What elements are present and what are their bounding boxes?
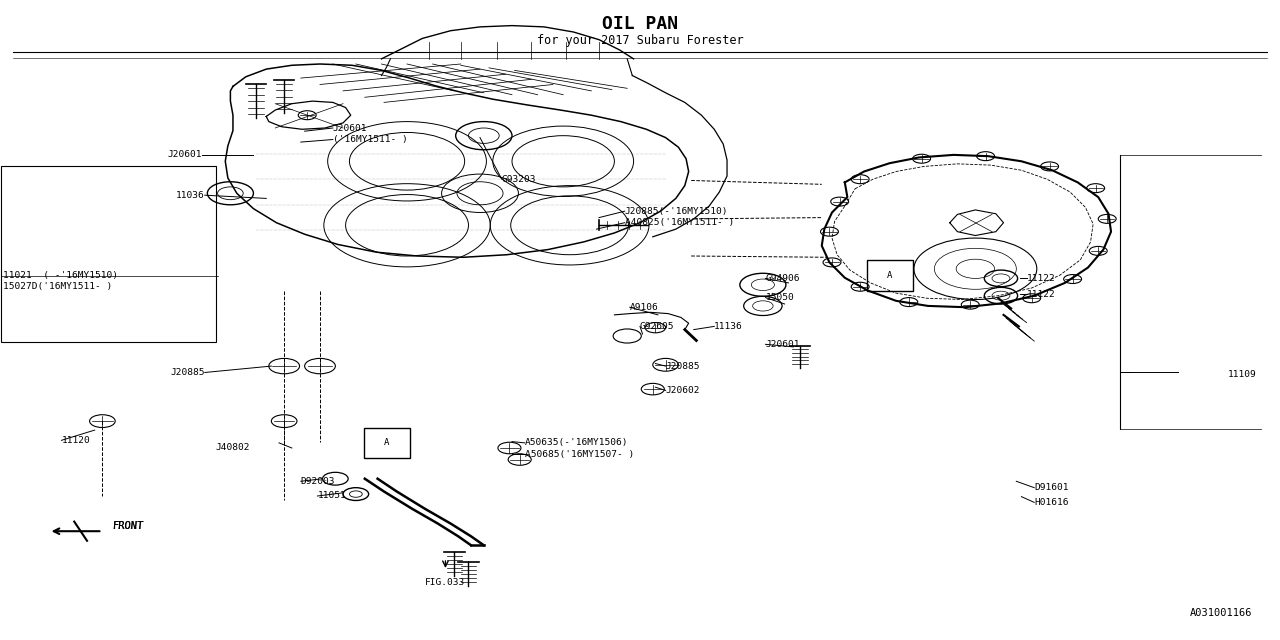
Text: 11021  ( -'16MY1510): 11021 ( -'16MY1510) (3, 271, 118, 280)
Circle shape (641, 383, 664, 395)
Circle shape (269, 358, 300, 374)
Bar (364, 428, 410, 458)
Text: D92003: D92003 (301, 477, 335, 486)
Text: J20885(-'16MY1510): J20885(-'16MY1510) (625, 207, 728, 216)
Text: H01616: H01616 (1034, 498, 1069, 507)
Circle shape (1089, 246, 1107, 255)
Text: J40802: J40802 (215, 444, 250, 452)
Circle shape (823, 258, 841, 267)
Circle shape (298, 111, 316, 120)
Circle shape (900, 298, 918, 307)
Text: A: A (384, 438, 389, 447)
Text: 15027D('16MY1511- ): 15027D('16MY1511- ) (3, 282, 111, 291)
Circle shape (1098, 214, 1116, 223)
Text: FIG.033: FIG.033 (425, 578, 466, 587)
Text: A031001166: A031001166 (1189, 608, 1252, 618)
Circle shape (498, 442, 521, 454)
Text: J20601: J20601 (168, 150, 202, 159)
Text: J20885: J20885 (170, 368, 205, 377)
Text: 11036: 11036 (177, 191, 205, 200)
Circle shape (1064, 275, 1082, 284)
Circle shape (1041, 162, 1059, 171)
Text: J20885: J20885 (666, 362, 700, 371)
Text: 15050: 15050 (765, 293, 794, 302)
Text: A50685('16MY1507- ): A50685('16MY1507- ) (525, 450, 634, 459)
Text: J20602: J20602 (666, 386, 700, 395)
Text: D91601: D91601 (1034, 483, 1069, 492)
Text: A40825('16MY1511- ): A40825('16MY1511- ) (625, 218, 733, 227)
Text: 11136: 11136 (714, 322, 742, 331)
Text: FRONT: FRONT (113, 521, 143, 531)
Text: 11120: 11120 (61, 436, 90, 445)
Circle shape (508, 454, 531, 465)
Text: G92605: G92605 (640, 322, 675, 331)
Text: 11122: 11122 (1027, 290, 1055, 299)
Text: A50635(-'16MY1506): A50635(-'16MY1506) (525, 438, 628, 447)
Text: J20601: J20601 (333, 124, 367, 132)
Text: A: A (887, 271, 892, 280)
Text: G94906: G94906 (765, 274, 800, 283)
Text: OIL PAN: OIL PAN (602, 15, 678, 33)
Text: 11109: 11109 (1229, 370, 1257, 379)
Bar (867, 260, 913, 291)
Circle shape (913, 154, 931, 163)
Circle shape (851, 282, 869, 291)
Text: for your 2017 Subaru Forester: for your 2017 Subaru Forester (536, 35, 744, 47)
Text: ('16MY1511- ): ('16MY1511- ) (333, 135, 407, 144)
Text: G93203: G93203 (502, 175, 536, 184)
Circle shape (977, 152, 995, 161)
Text: FRONT: FRONT (113, 521, 143, 531)
Circle shape (90, 415, 115, 428)
Text: A9106: A9106 (630, 303, 658, 312)
Circle shape (653, 358, 678, 371)
Circle shape (305, 358, 335, 374)
Circle shape (271, 415, 297, 428)
Bar (1, 166, 216, 342)
Circle shape (645, 323, 666, 333)
Text: J20601: J20601 (765, 340, 800, 349)
Circle shape (1087, 184, 1105, 193)
Circle shape (961, 300, 979, 309)
Circle shape (831, 197, 849, 206)
Circle shape (820, 227, 838, 236)
Circle shape (1023, 294, 1041, 303)
Circle shape (851, 175, 869, 184)
Text: 11051: 11051 (317, 492, 346, 500)
Text: 11122: 11122 (1027, 274, 1055, 283)
